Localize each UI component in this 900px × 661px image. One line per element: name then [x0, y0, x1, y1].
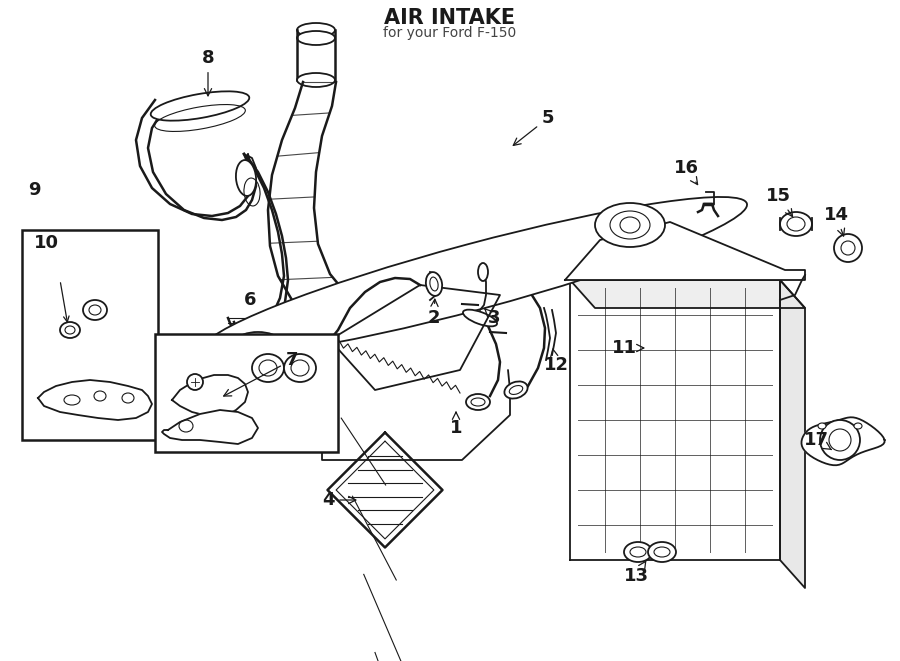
Text: 5: 5 [513, 109, 554, 145]
Text: 15: 15 [766, 187, 793, 217]
Ellipse shape [854, 423, 862, 429]
Ellipse shape [252, 354, 284, 382]
Text: 8: 8 [202, 49, 214, 96]
Ellipse shape [595, 203, 665, 247]
Bar [22, 230, 158, 440]
Text: 4: 4 [322, 491, 356, 509]
Ellipse shape [238, 332, 278, 348]
Ellipse shape [818, 423, 826, 429]
Text: for your Ford F-150: for your Ford F-150 [383, 26, 517, 40]
Text: 9: 9 [28, 181, 40, 199]
Text: 7: 7 [224, 351, 298, 396]
Ellipse shape [83, 300, 107, 320]
Text: 17: 17 [804, 431, 832, 449]
Text: 16: 16 [673, 159, 698, 184]
Ellipse shape [297, 31, 335, 45]
Ellipse shape [504, 381, 527, 399]
Ellipse shape [624, 542, 652, 562]
Polygon shape [322, 415, 510, 460]
Ellipse shape [463, 309, 497, 327]
Ellipse shape [466, 394, 490, 410]
Text: 12: 12 [544, 349, 569, 374]
Text: 11: 11 [611, 339, 644, 357]
Ellipse shape [150, 91, 249, 121]
Polygon shape [172, 375, 248, 416]
Polygon shape [780, 280, 805, 588]
Polygon shape [802, 417, 885, 465]
Ellipse shape [284, 354, 316, 382]
Ellipse shape [297, 23, 335, 37]
Text: AIR INTAKE: AIR INTAKE [384, 8, 516, 28]
Text: 1: 1 [450, 412, 463, 437]
Ellipse shape [478, 263, 488, 281]
Polygon shape [136, 100, 256, 220]
Ellipse shape [203, 197, 747, 356]
Polygon shape [330, 285, 500, 390]
Ellipse shape [187, 374, 203, 390]
Bar [155, 334, 338, 452]
Polygon shape [565, 222, 805, 280]
Text: 6: 6 [244, 291, 256, 309]
Polygon shape [328, 432, 443, 547]
Ellipse shape [648, 542, 676, 562]
Ellipse shape [834, 234, 862, 262]
Text: 10: 10 [34, 234, 59, 252]
Polygon shape [162, 410, 258, 444]
Polygon shape [268, 82, 504, 334]
Polygon shape [570, 280, 805, 308]
Text: 13: 13 [624, 561, 649, 585]
Text: 14: 14 [824, 206, 849, 236]
Ellipse shape [236, 160, 256, 196]
Ellipse shape [60, 322, 80, 338]
Polygon shape [570, 280, 780, 560]
Ellipse shape [297, 73, 335, 87]
Polygon shape [38, 380, 152, 420]
Ellipse shape [780, 212, 812, 236]
Text: 3: 3 [485, 309, 500, 327]
Text: 2: 2 [428, 299, 440, 327]
Ellipse shape [426, 272, 442, 296]
Ellipse shape [820, 420, 860, 460]
